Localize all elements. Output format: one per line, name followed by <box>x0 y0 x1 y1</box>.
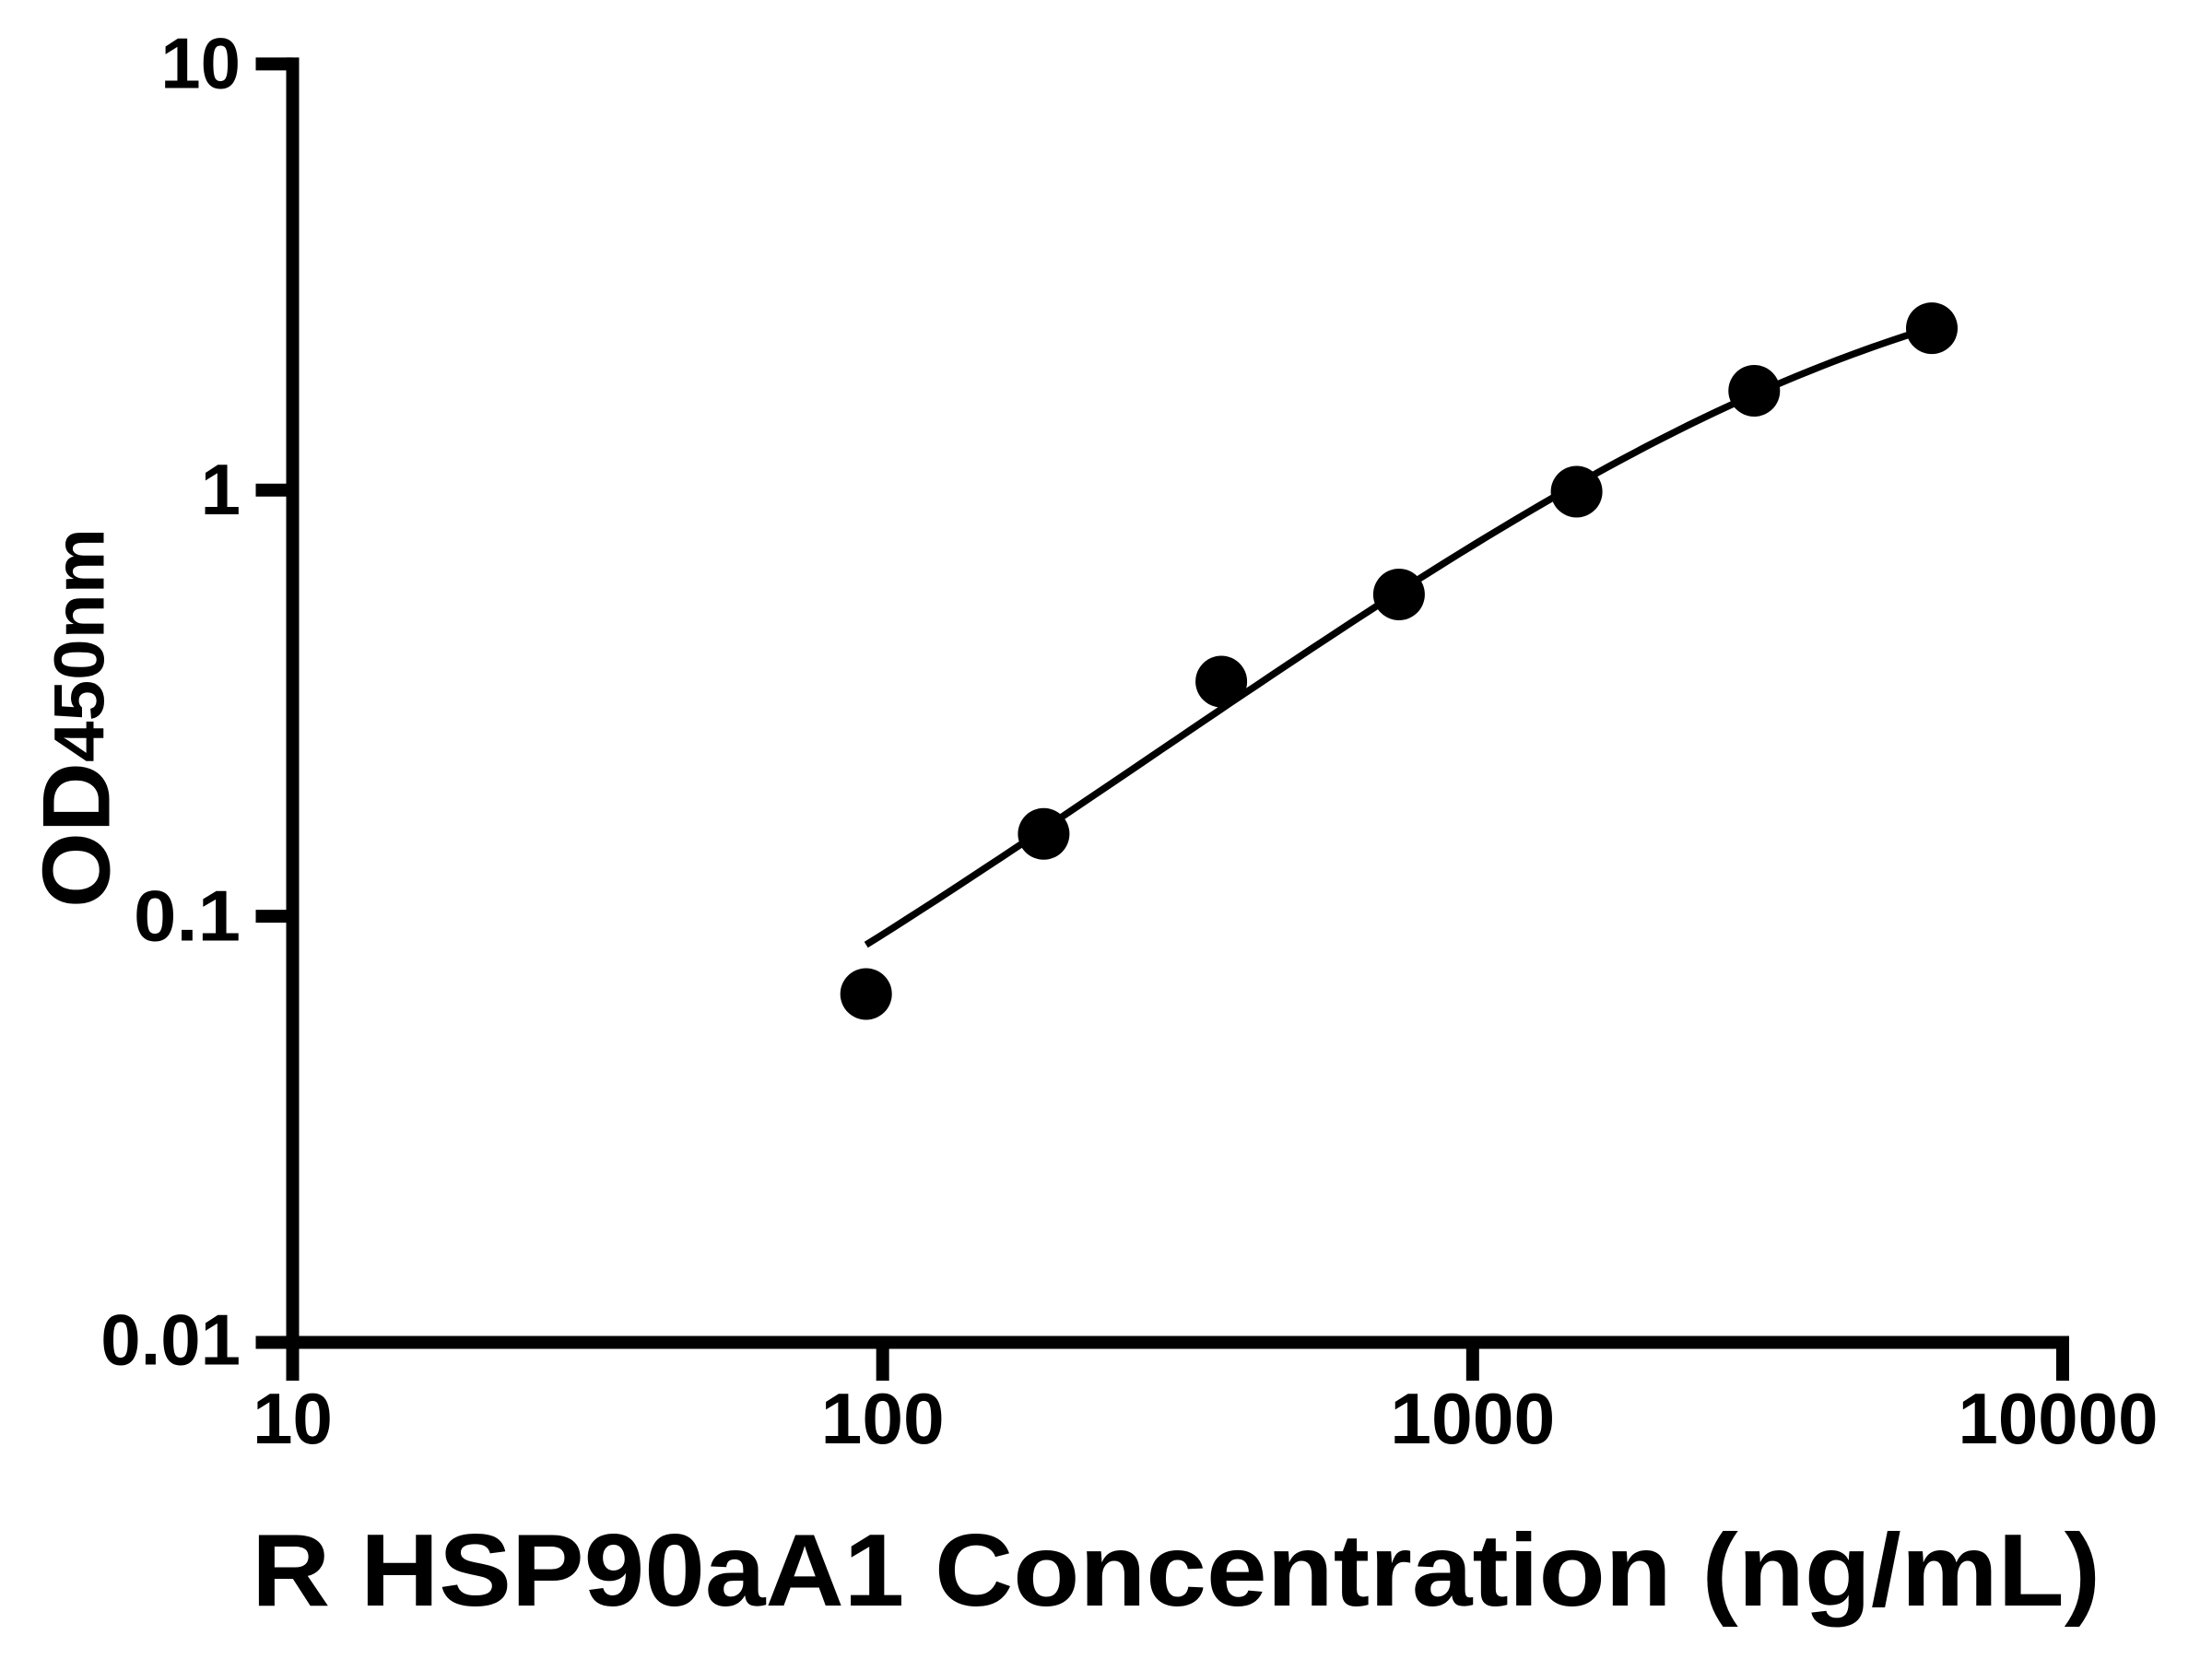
svg-text:10: 10 <box>253 1378 333 1459</box>
svg-text:1: 1 <box>201 449 241 530</box>
svg-text:OD450nm: OD450nm <box>24 528 131 908</box>
svg-text:0.1: 0.1 <box>134 876 241 957</box>
svg-text:10000: 10000 <box>1959 1378 2159 1459</box>
svg-text:10: 10 <box>160 23 241 104</box>
svg-text:1000: 1000 <box>1390 1378 1555 1459</box>
svg-text:100: 100 <box>821 1378 945 1459</box>
svg-text:0.01: 0.01 <box>100 1300 241 1381</box>
svg-text:R HSP90aA1 Concentration (ng/m: R HSP90aA1 Concentration (ng/mL) <box>252 1513 2100 1628</box>
